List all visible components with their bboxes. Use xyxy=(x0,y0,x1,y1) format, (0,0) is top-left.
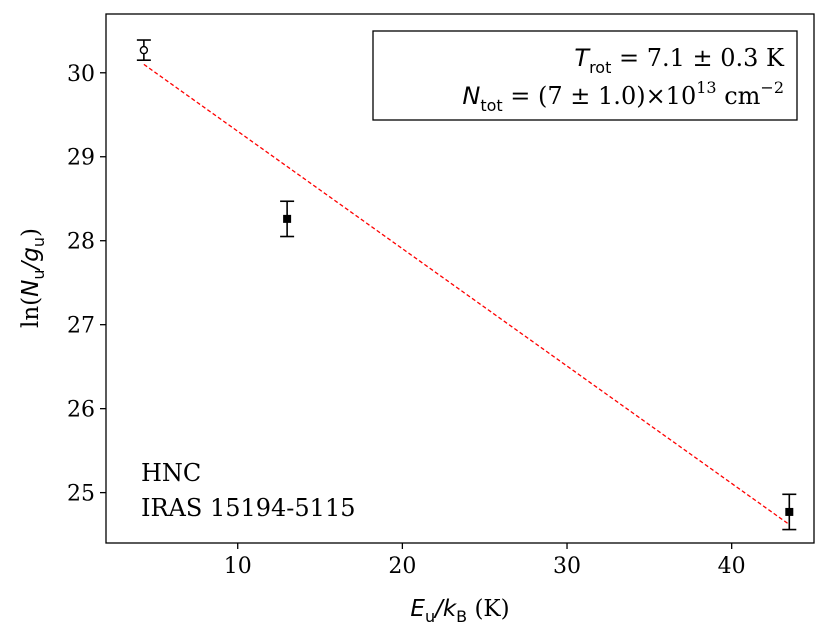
x-axis-label: Eu/kB (K) xyxy=(410,596,509,626)
y-axis-ticks: 25 26 27 28 29 30 xyxy=(67,62,106,507)
y-tick-label: 27 xyxy=(67,314,95,339)
point-marker-filled xyxy=(785,507,794,516)
annotation-molecule: HNC xyxy=(141,459,201,487)
y-tick-label: 28 xyxy=(67,230,95,255)
y-tick-label: 29 xyxy=(67,146,95,171)
data-point xyxy=(136,39,151,61)
y-tick-label: 30 xyxy=(67,62,95,87)
x-tick-label: 20 xyxy=(388,554,416,579)
y-tick-label: 25 xyxy=(67,482,95,507)
x-tick-label: 30 xyxy=(553,554,581,579)
y-axis-label: ln(Nu/gu) xyxy=(18,228,48,328)
result-line-ntot: Ntot = (7 ± 1.0)×1013 cm−2 xyxy=(462,78,784,115)
x-axis-ticks: 10 20 30 40 xyxy=(224,543,746,579)
result-line-trot: Trot = 7.1 ± 0.3 K xyxy=(574,44,785,77)
x-tick-label: 40 xyxy=(718,554,746,579)
data-point xyxy=(280,200,295,238)
annotation-source: IRAS 15194-5115 xyxy=(141,494,356,522)
data-points xyxy=(136,39,797,531)
plot-frame xyxy=(105,13,815,544)
y-tick-label: 26 xyxy=(67,398,95,423)
x-tick-label: 10 xyxy=(224,554,252,579)
point-marker-open xyxy=(139,45,149,55)
fit-line xyxy=(143,63,790,526)
result-box xyxy=(372,30,798,121)
point-marker-filled xyxy=(283,214,292,223)
data-point xyxy=(782,493,797,531)
